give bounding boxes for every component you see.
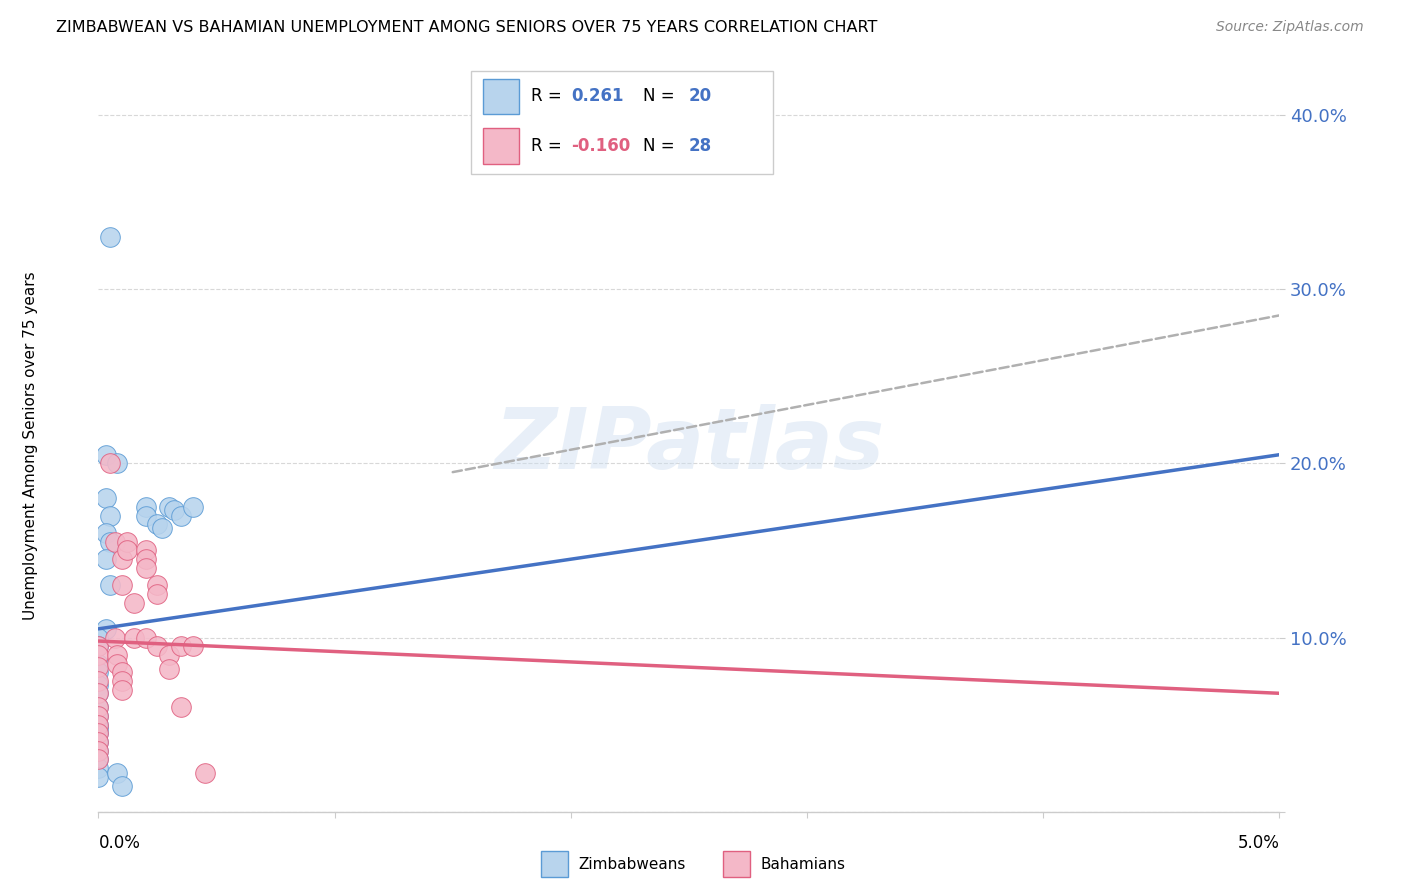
Text: Bahamians: Bahamians [761,857,845,871]
Point [87,648,110,662]
Point [87,700,110,714]
Point [105,657,128,671]
Text: R =: R = [531,87,568,105]
Text: ZIPatlas: ZIPatlas [494,404,884,488]
Point [194,766,217,780]
FancyBboxPatch shape [471,71,773,174]
Text: Unemployment Among Seniors over 75 years: Unemployment Among Seniors over 75 years [24,272,38,620]
Point [181,640,204,654]
Point [87,640,110,654]
Point [87,709,110,723]
Point [122,631,145,645]
Point [87,735,110,749]
FancyBboxPatch shape [484,128,519,163]
Text: N =: N = [644,136,681,154]
Point [157,662,180,676]
Point [87,674,110,689]
Text: N =: N = [644,87,681,105]
Point [105,766,128,780]
Text: -0.160: -0.160 [571,136,630,154]
Point [135,500,157,514]
Point [98,508,121,523]
Point [87,665,110,680]
Point [87,721,110,735]
Text: 0.261: 0.261 [571,87,623,105]
FancyBboxPatch shape [723,852,751,877]
Text: R =: R = [531,136,568,154]
Point [87,700,110,714]
Point [170,700,193,714]
Point [98,230,121,244]
Point [87,735,110,749]
Point [150,521,173,535]
Text: Source: ZipAtlas.com: Source: ZipAtlas.com [1216,20,1364,34]
Point [98,534,121,549]
Point [105,648,128,662]
Point [104,631,127,645]
Point [111,674,134,689]
Point [87,686,110,700]
Point [87,744,110,758]
Point [94,526,117,541]
Text: 0.0%: 0.0% [98,834,141,852]
Point [87,709,110,723]
Point [94,552,117,566]
Point [135,631,157,645]
Point [135,543,157,558]
Point [87,770,110,784]
Point [87,744,110,758]
Point [146,578,169,592]
Point [87,677,110,691]
Point [157,500,180,514]
Point [135,508,157,523]
FancyBboxPatch shape [484,78,519,114]
Point [94,448,117,462]
Text: Zimbabweans: Zimbabweans [578,857,686,871]
Point [87,640,110,654]
Point [146,587,169,601]
Point [94,491,117,506]
Point [105,457,128,471]
Point [135,552,157,566]
Text: 28: 28 [689,136,711,154]
Point [87,631,110,645]
Point [98,578,121,592]
Point [87,752,110,766]
Text: 5.0%: 5.0% [1237,834,1279,852]
Point [115,543,138,558]
Point [87,726,110,740]
Point [87,686,110,700]
Point [104,534,127,549]
Point [111,779,134,793]
Text: ZIMBABWEAN VS BAHAMIAN UNEMPLOYMENT AMONG SENIORS OVER 75 YEARS CORRELATION CHAR: ZIMBABWEAN VS BAHAMIAN UNEMPLOYMENT AMON… [56,20,877,35]
Point [87,657,110,671]
Point [98,457,121,471]
Point [87,761,110,775]
Text: 20: 20 [689,87,711,105]
Point [170,508,193,523]
Point [111,552,134,566]
Point [87,717,110,731]
Point [170,640,193,654]
Point [111,682,134,697]
Point [94,622,117,636]
Point [111,665,134,680]
Point [87,717,110,731]
Point [111,578,134,592]
Point [146,517,169,532]
Point [87,660,110,674]
FancyBboxPatch shape [541,852,568,877]
Point [146,640,169,654]
Point [87,752,110,766]
Point [157,648,180,662]
Point [181,500,204,514]
Point [87,726,110,740]
Point [163,503,186,517]
Point [122,596,145,610]
Point [135,561,157,575]
Point [115,534,138,549]
